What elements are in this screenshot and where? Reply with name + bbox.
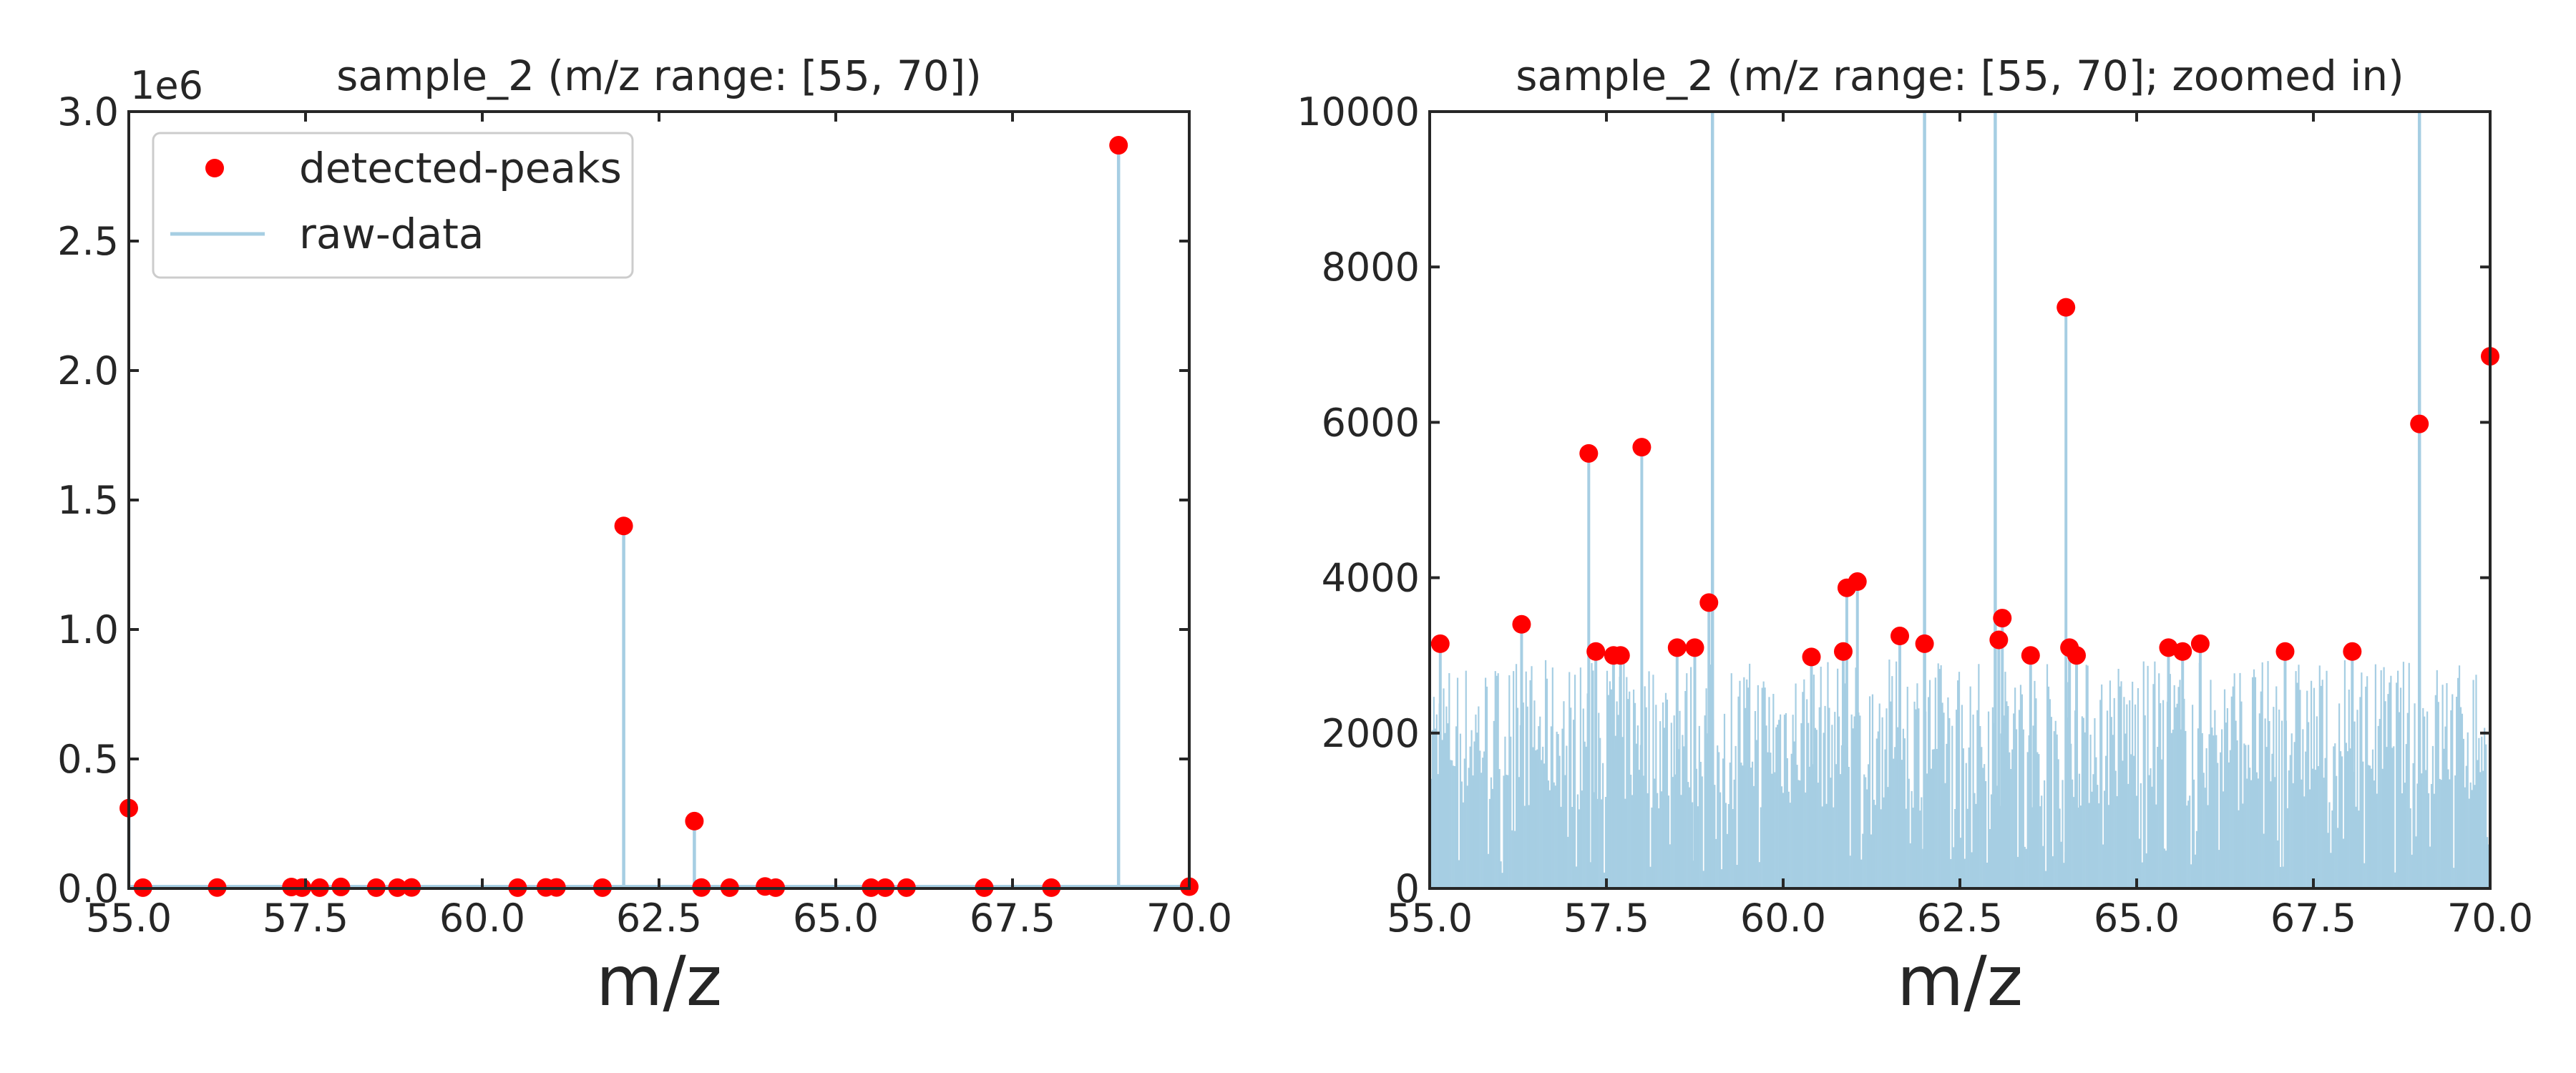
right-x-axis-label: m/z — [1897, 941, 2023, 1021]
y-tick-label: 0.5 — [57, 737, 119, 782]
x-tick-label: 65.0 — [2094, 896, 2180, 941]
y-tick-label: 2.5 — [57, 219, 119, 264]
y-tick-label: 4000 — [1322, 556, 1420, 601]
raw-data-noise — [1428, 660, 2492, 888]
x-tick-label: 55.0 — [86, 896, 172, 941]
detected-peak-point — [2275, 642, 2295, 661]
y-tick-label: 8000 — [1322, 245, 1420, 290]
left-chart-title: sample_2 (m/z range: [55, 70]) — [336, 52, 982, 100]
y-tick-label: 3.0 — [57, 89, 119, 134]
detected-peak-point — [1512, 614, 1531, 634]
left-y-offset-text: 1e6 — [130, 63, 203, 108]
detected-peak-point — [1685, 638, 1704, 657]
legend-box — [152, 132, 634, 279]
legend-label-raw: raw-data — [299, 210, 484, 258]
detected-peak-point — [1915, 634, 1934, 653]
y-tick-label: 1.5 — [57, 478, 119, 523]
legend-peak-marker — [205, 159, 224, 177]
y-tick-label: 2.0 — [57, 348, 119, 393]
detected-peak-point — [2021, 646, 2040, 665]
x-tick-label: 60.0 — [439, 896, 525, 941]
y-tick-label: 0 — [1395, 866, 1420, 911]
detected-peak-point — [1993, 609, 2012, 628]
right-y-ticks: 0 2000 4000 6000 8000 10000 — [1297, 89, 2490, 911]
detected-peak-point — [2067, 646, 2087, 665]
detected-peak-point — [1586, 642, 1606, 661]
detected-peak-point — [1833, 642, 1853, 661]
detected-peak-point — [1699, 593, 1719, 612]
right-x-ticks: 55.0 57.5 60.0 62.5 65.0 67.5 70.0 — [1387, 112, 2533, 941]
detected-peak-point — [1430, 634, 1450, 653]
detected-peak-point — [2190, 634, 2210, 653]
detected-peak-point — [1611, 646, 1630, 665]
x-tick-label: 62.5 — [616, 896, 702, 941]
detected-peak-point — [2343, 642, 2362, 661]
detected-peak-point — [1890, 627, 1910, 646]
x-tick-label: 62.5 — [1917, 896, 2003, 941]
detected-peaks-markers — [1430, 298, 2499, 667]
y-tick-label: 0.0 — [57, 866, 119, 911]
x-tick-label: 57.5 — [263, 896, 348, 941]
x-tick-label: 67.5 — [2270, 896, 2356, 941]
x-tick-label: 70.0 — [2447, 896, 2533, 941]
x-tick-label: 60.0 — [1740, 896, 1826, 941]
y-tick-label: 1.0 — [57, 607, 119, 652]
x-tick-label: 65.0 — [793, 896, 879, 941]
right-chart: 55.0 57.5 60.0 62.5 65.0 67.5 70.0 0 2000 4000 60… — [1297, 52, 2533, 1021]
x-tick-label: 67.5 — [970, 896, 1055, 941]
y-tick-label: 10000 — [1297, 89, 1420, 134]
detected-peak-point — [2410, 414, 2429, 433]
y-tick-label: 6000 — [1322, 400, 1420, 445]
right-chart-title: sample_2 (m/z range: [55, 70]; zoomed in… — [1516, 52, 2404, 100]
detected-peak-point — [1579, 444, 1599, 463]
x-tick-label: 70.0 — [1146, 896, 1232, 941]
x-tick-label: 57.5 — [1563, 896, 1649, 941]
detected-peak-point — [2057, 298, 2076, 317]
left-y-ticks: 0.0 0.5 1.0 1.5 2.0 2.5 3.0 — [57, 89, 1189, 911]
left-x-axis-label: m/z — [596, 941, 722, 1021]
detected-peak-point — [614, 516, 633, 536]
detected-peak-point — [1632, 438, 1652, 457]
left-x-ticks: 55.0 57.5 60.0 62.5 65.0 67.5 70.0 — [86, 112, 1232, 941]
legend-label-peaks: detected-peaks — [299, 144, 622, 192]
left-chart: 55.0 57.5 60.0 62.5 65.0 67.5 70.0 0.0 0.5 1.0 1.… — [57, 52, 1232, 1021]
detected-peak-point — [331, 877, 351, 896]
detected-peak-point — [1109, 136, 1128, 155]
detected-peak-point — [1667, 638, 1687, 657]
detected-peak-point — [2159, 638, 2178, 657]
detected-peak-point — [2173, 642, 2192, 661]
y-tick-label: 2000 — [1322, 711, 1420, 756]
detected-peak-point — [1802, 647, 1821, 667]
detected-peak-point — [685, 811, 704, 831]
x-tick-label: 55.0 — [1387, 896, 1473, 941]
legend: detected-peaks raw-data — [152, 132, 634, 279]
detected-peak-point — [1989, 630, 2009, 650]
detected-peak-point — [1848, 572, 1867, 592]
